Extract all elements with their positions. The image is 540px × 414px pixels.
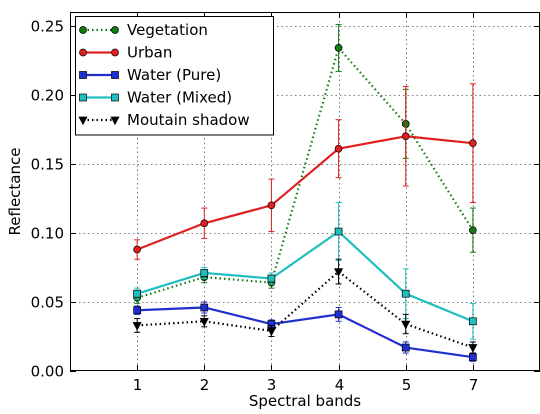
data-point [267,201,276,210]
data-point [468,344,478,353]
data-point [266,327,277,337]
data-point [111,26,119,34]
y-axis-label: Reflectance [6,148,24,236]
x-tick-label: 5 [402,376,412,394]
data-point [401,320,411,330]
legend-entry: Water (Mixed) [79,89,232,107]
legend-label: Water (Pure) [127,66,221,84]
data-point [110,116,120,126]
data-point [334,44,343,52]
x-tick-label: 1 [133,376,143,394]
data-point [469,317,477,326]
data-point [267,274,276,283]
x-axis-label: Spectral bands [249,392,361,410]
data-point [79,93,87,102]
data-point [133,245,141,254]
axis-ticks: 1 2 3 4 5 7 0.00 0.05 0.10 0.15 0.20 0.25 [31,12,540,394]
series-line [137,306,474,359]
series-line [136,230,474,323]
data-point [78,116,88,126]
series-water-pure [133,301,477,362]
data-point [200,303,209,312]
legend-label: Urban [127,44,172,62]
data-point [200,219,209,228]
y-tick-label: 0.20 [31,87,64,105]
series-line [137,270,474,349]
legend-label: Moutain shadow [127,111,250,129]
y-tick-label: 0.05 [31,294,64,312]
legend-entry: Urban [79,44,172,62]
data-point [401,289,410,298]
data-point [79,71,87,79]
data-point [333,268,344,277]
legend-entry: Water (Pure) [79,66,221,84]
data-point [79,26,87,34]
x-tick-label: 2 [200,376,210,394]
y-tick-label: 0.00 [31,363,64,381]
legend: Vegetation Urban Water (Pure) Water (Mixed)… [75,16,274,136]
x-tick-label: 4 [335,376,345,394]
data-point [469,226,477,235]
data-point [111,48,119,57]
legend-entry: Vegetation [79,21,208,39]
series-urban [133,83,477,260]
series-line [136,135,473,251]
data-point [334,227,343,236]
data-point [401,132,410,141]
data-point [133,306,141,315]
x-tick-label: 3 [267,376,277,394]
x-tick-label: 7 [469,376,479,394]
data-point [469,353,477,362]
data-point [111,71,119,79]
data-point [334,310,343,319]
data-point [401,343,410,352]
y-tick-label: 0.15 [31,156,64,174]
y-tick-label: 0.10 [31,225,64,243]
legend-entry: Moutain shadow [78,111,250,129]
data-point [133,289,141,298]
y-tick-label: 0.25 [31,18,64,36]
legend-label: Water (Mixed) [127,89,232,107]
legend-label: Vegetation [127,21,208,39]
data-point [334,144,343,153]
series-moutain-shadow [132,258,478,354]
data-point [132,322,142,331]
series-group [132,23,478,362]
data-point [199,317,209,327]
data-point [111,93,119,102]
data-point [200,269,209,277]
series-line [136,46,474,299]
data-point [469,139,477,148]
data-point [79,48,87,57]
